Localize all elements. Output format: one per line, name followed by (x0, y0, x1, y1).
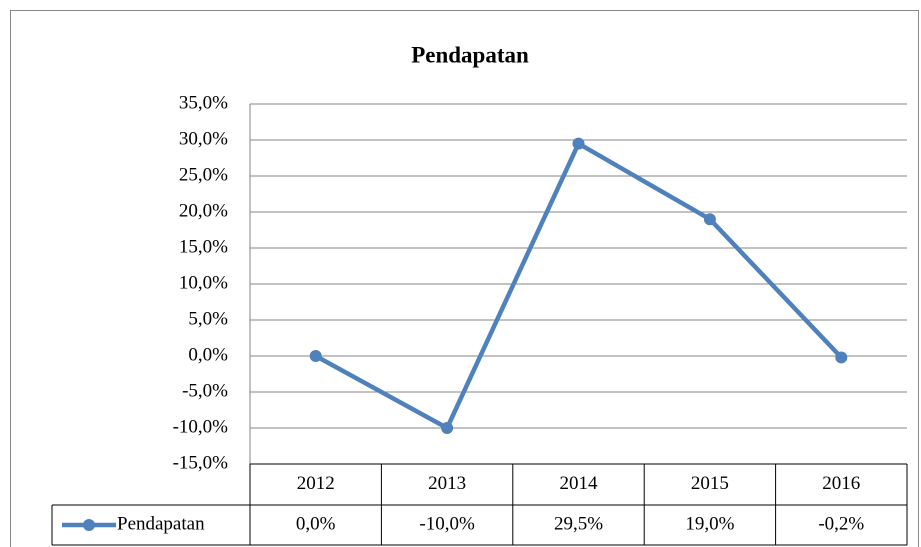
chart-border (10, 10, 919, 547)
chart-title: Pendapatan (411, 42, 529, 67)
y-tick-label: 10,0% (179, 272, 228, 293)
y-tick-label: 15,0% (179, 236, 228, 257)
point (703, 213, 716, 226)
x-tick-label: 2013 (428, 473, 466, 494)
y-tick-label: 30,0% (179, 128, 228, 149)
y-tick-label: -10,0% (173, 416, 229, 437)
y-tick-label: 20,0% (179, 200, 228, 221)
y-tick-label: -15,0% (173, 452, 229, 473)
y-tick-label: 35,0% (179, 92, 228, 113)
x-tick-label: 2014 (560, 473, 599, 494)
x-tick-label: 2015 (691, 473, 729, 494)
y-tick-label: 0,0% (188, 344, 228, 365)
point (441, 422, 454, 434)
value-label: 29,5% (554, 513, 603, 534)
y-tick-label: -5,0% (182, 380, 228, 401)
y-tick-label: 5,0% (188, 308, 228, 329)
value-label: 19,0% (685, 513, 734, 534)
value-label: -10,0% (419, 513, 475, 534)
legend-marker (83, 519, 95, 531)
point (309, 350, 322, 362)
x-tick-label: 2016 (822, 473, 860, 494)
legend-label: Pendapatan (117, 513, 205, 534)
y-tick-label: 25,0% (179, 164, 228, 185)
value-label: 0,0% (296, 513, 336, 534)
series-line (314, 141, 843, 431)
point (572, 137, 585, 150)
value-label: -0,2% (818, 513, 864, 534)
point (835, 351, 848, 364)
x-tick-label: 2012 (297, 473, 335, 494)
